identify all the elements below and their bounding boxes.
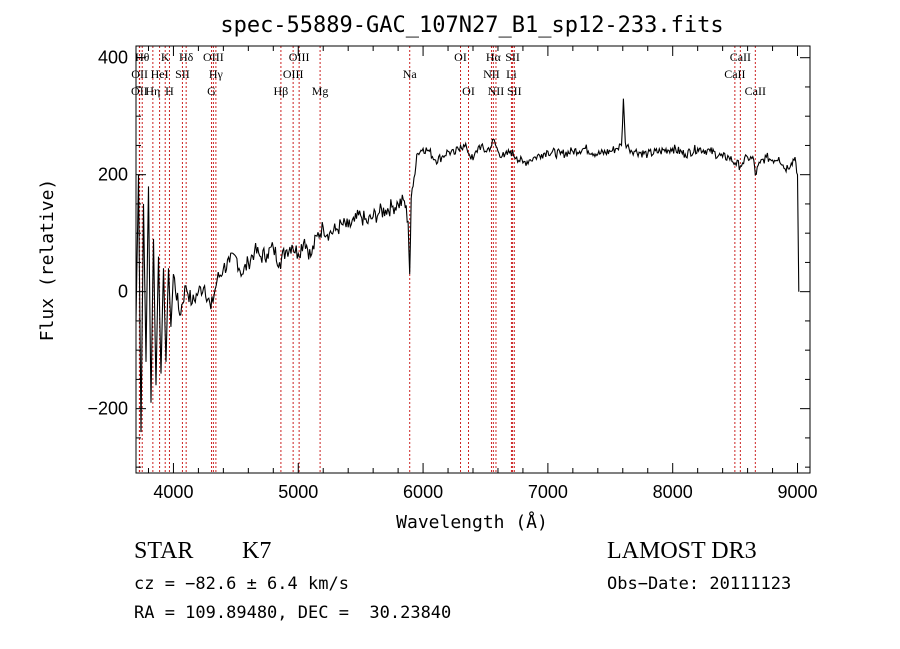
coordinates: RA = 109.89480, DEC = 30.23840: [134, 603, 452, 623]
marker-label: CaII: [730, 50, 751, 64]
marker-label: H: [165, 84, 174, 98]
marker-label: G: [207, 84, 216, 98]
marker-label: SII: [505, 50, 520, 64]
y-axis: −200 0 200 400: [87, 48, 810, 468]
marker-label: Hη: [145, 84, 160, 98]
marker-label: OII: [131, 67, 148, 81]
marker-label: SII: [507, 84, 522, 98]
y-tick-label: 0: [118, 282, 128, 302]
spectral-subclass: K7: [242, 538, 272, 564]
marker-label: CaII: [745, 84, 766, 98]
marker-label: OIII: [283, 67, 304, 81]
x-axis-label: Wavelength (Å): [396, 511, 548, 533]
marker-label: OII: [131, 84, 148, 98]
marker-label: OI: [454, 50, 467, 64]
obs-date: Obs−Date: 20111123: [607, 574, 792, 594]
spectrum-chart: spec-55889-GAC_107N27_B1_sp12-233.fits O…: [37, 13, 818, 533]
flux-line: [135, 98, 800, 433]
y-tick-label: 200: [98, 165, 128, 185]
marker-label: K: [161, 50, 170, 64]
x-tick-label: 9000: [777, 482, 817, 502]
marker-label: OIII: [203, 50, 224, 64]
marker-label: Hδ: [179, 50, 194, 64]
y-tick-label: 400: [98, 48, 128, 68]
marker-label: CaII: [724, 67, 745, 81]
x-axis: 4000 5000 6000 7000 8000 9000: [147, 46, 818, 502]
y-tick-label: −200: [87, 399, 128, 419]
survey-name: LAMOST DR3: [607, 538, 757, 564]
marker-label: Hβ: [274, 84, 289, 98]
x-tick-label: 7000: [528, 482, 568, 502]
marker-label: Na: [403, 67, 418, 81]
marker-label: HeI: [151, 67, 169, 81]
marker-label: Hα: [486, 50, 502, 64]
spectral-line-markers: [138, 46, 756, 473]
redshift-text: cz = −82.6 ± 6.4 km/s: [134, 574, 349, 594]
y-axis-label: Flux (relative): [37, 179, 58, 342]
x-tick-label: 6000: [403, 482, 443, 502]
marker-label: Hγ: [209, 67, 224, 81]
marker-label: NII: [488, 84, 505, 98]
x-tick-label: 4000: [153, 482, 193, 502]
marker-label: Li: [506, 67, 517, 81]
chart-title: spec-55889-GAC_107N27_B1_sp12-233.fits: [220, 13, 723, 38]
marker-label: Hθ: [135, 50, 150, 64]
object-class: STAR: [134, 538, 194, 564]
marker-label: NII: [483, 67, 500, 81]
marker-label: Mg: [312, 84, 329, 98]
marker-label: SII: [175, 67, 190, 81]
x-tick-label: 8000: [653, 482, 693, 502]
marker-label: OI: [462, 84, 475, 98]
marker-label: OIII: [289, 50, 310, 64]
x-tick-label: 5000: [278, 482, 318, 502]
